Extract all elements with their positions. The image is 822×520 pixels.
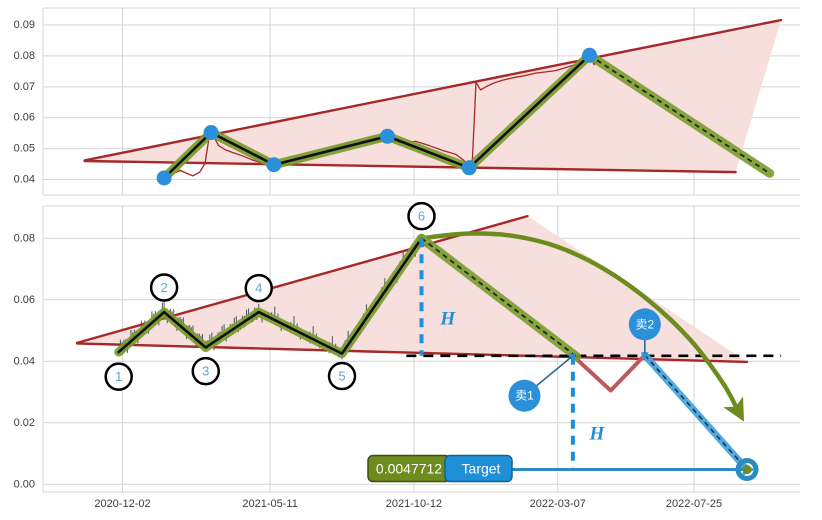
pivot-marker-dot <box>266 157 282 173</box>
sell-marker-circle[interactable] <box>508 379 541 412</box>
pivot-marker-dot <box>156 170 172 186</box>
wave-marker-circle[interactable] <box>191 356 220 386</box>
wedge-fill-region <box>84 20 782 173</box>
panel-lower-panel: 0.00 0.02 0.04 0.06 0.08 H H 0.0047712 Target 1 2 3… <box>14 201 800 493</box>
wave-marker-label: 1 <box>115 369 122 384</box>
wave-marker-label: 2 <box>161 280 168 295</box>
wave-marker-circle[interactable] <box>104 362 133 391</box>
panel-upper-panel: 0.04 0.05 0.06 0.07 0.08 0.09 <box>14 7 800 196</box>
y-axis-tick-label: 0.00 <box>14 478 35 490</box>
lower-trendline <box>83 159 737 174</box>
y-axis-tick-label: 0.04 <box>14 355 35 367</box>
target-name-text: Target <box>462 461 501 477</box>
target-marker-core <box>742 465 752 475</box>
target-name-chip[interactable] <box>444 454 513 483</box>
projection-band <box>585 50 775 178</box>
lower-trendline <box>75 342 749 364</box>
x-axis-tick-label: 2020-12-02 <box>94 498 150 510</box>
sell-marker-卖1[interactable]: 卖1 <box>508 352 577 412</box>
target-marker-ring <box>735 458 759 482</box>
target-badge[interactable]: 0.0047712 Target <box>367 454 513 483</box>
y-axis-tick-label: 0.06 <box>14 294 35 306</box>
target-value-text: 0.0047712 <box>376 461 442 477</box>
wave-marker-6[interactable]: 6 <box>407 201 436 231</box>
height-label: H <box>439 308 456 329</box>
wave-marker-label: 5 <box>338 369 345 384</box>
y-axis-tick-label: 0.04 <box>14 174 35 186</box>
y-axis-tick-label: 0.08 <box>14 50 35 62</box>
wave-marker-1[interactable]: 1 <box>104 362 133 391</box>
projection-core <box>420 237 578 358</box>
zigzag-core <box>117 236 423 355</box>
height-label: H <box>589 424 606 445</box>
pivot-marker-dot <box>379 128 395 144</box>
y-axis-tick-label: 0.05 <box>14 143 35 155</box>
pivot-marker-dot <box>582 47 598 63</box>
sell-marker-circle[interactable] <box>628 308 661 341</box>
wave-marker-label: 3 <box>202 364 209 379</box>
x-axis-tick-label: 2021-05-11 <box>242 498 297 510</box>
x-axis: 2020-12-02 2021-05-11 2021-10-12 2022-03-07… <box>94 498 722 510</box>
y-axis-tick-label: 0.06 <box>14 112 35 124</box>
post-break-price <box>570 353 647 393</box>
x-axis-tick-label: 2021-10-12 <box>386 498 442 510</box>
wave-marker-2[interactable]: 2 <box>149 273 179 302</box>
sell-marker-label: 卖1 <box>515 389 534 403</box>
wave-marker-circle[interactable] <box>327 361 357 391</box>
wave-marker-4[interactable]: 4 <box>244 273 273 303</box>
x-axis-tick-label: 2022-03-07 <box>530 498 586 510</box>
wave-marker-circle[interactable] <box>149 273 179 302</box>
sell-marker-卖2[interactable]: 卖2 <box>628 308 661 360</box>
wave-marker-label: 6 <box>418 209 425 224</box>
forecast-line-core <box>644 354 748 471</box>
wave-marker-3[interactable]: 3 <box>191 356 220 386</box>
pivot-marker-dot <box>461 160 477 176</box>
y-axis-tick-label: 0.02 <box>14 417 35 429</box>
y-axis-tick-label: 0.08 <box>14 232 35 244</box>
y-axis-tick-label: 0.07 <box>14 81 35 93</box>
wave-marker-circle[interactable] <box>407 201 436 231</box>
wave-marker-circle[interactable] <box>244 273 273 303</box>
x-axis-tick-label: 2022-07-25 <box>666 498 722 510</box>
zigzag-core <box>162 53 591 180</box>
sell-marker-label: 卖2 <box>635 317 654 331</box>
wave-marker-label: 4 <box>255 281 262 296</box>
forecast-arc <box>419 231 744 422</box>
pivot-marker-dot <box>203 125 219 141</box>
wave-marker-5[interactable]: 5 <box>327 361 357 391</box>
y-axis-tick-label: 0.09 <box>14 19 35 31</box>
